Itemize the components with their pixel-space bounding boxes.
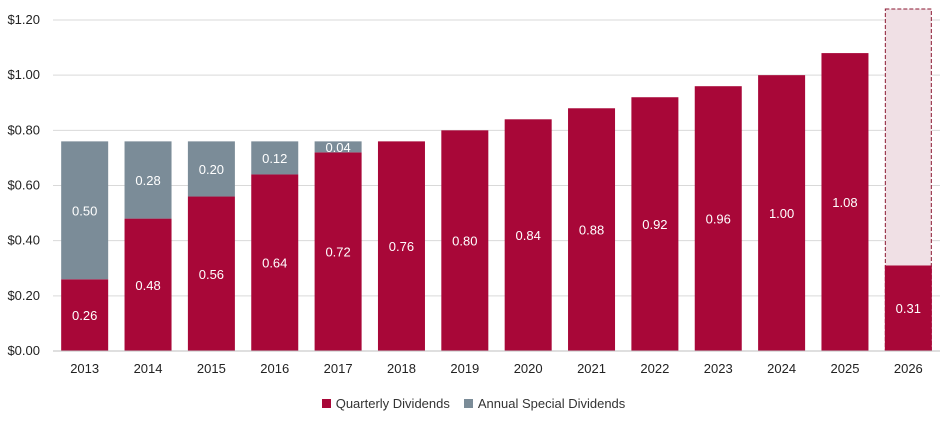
x-tick-label: 2024 [767, 361, 796, 376]
x-tick-label: 2013 [70, 361, 99, 376]
y-tick-label: $0.60 [7, 178, 40, 193]
x-tick-label: 2015 [197, 361, 226, 376]
x-tick-label: 2019 [450, 361, 479, 376]
x-tick-label: 2026 [894, 361, 923, 376]
bar-special [61, 141, 109, 280]
legend-swatch-quarterly [321, 399, 331, 408]
legend-label-quarterly: Quarterly Dividends [335, 396, 450, 411]
bar-quarterly [694, 86, 742, 351]
bar-quarterly [758, 75, 806, 352]
y-tick-label: $0.80 [7, 122, 40, 137]
x-tick-label: 2020 [514, 361, 543, 376]
data-label-quarterly: 0.88 [579, 223, 604, 238]
data-label-quarterly: 0.84 [516, 228, 541, 243]
data-label-quarterly: 0.92 [642, 217, 667, 232]
legend: Quarterly Dividends Annual Special Divid… [0, 396, 947, 411]
x-tick-label: 2018 [387, 361, 416, 376]
x-tick-label: 2022 [640, 361, 669, 376]
y-tick-label: $0.00 [7, 343, 40, 358]
legend-item-special: Annual Special Dividends [463, 396, 626, 411]
x-tick-label: 2021 [577, 361, 606, 376]
data-label-quarterly: 0.48 [135, 278, 160, 293]
x-tick-label: 2014 [134, 361, 163, 376]
bar-quarterly [504, 119, 552, 351]
bar-quarterly [187, 196, 235, 351]
x-tick-label: 2017 [324, 361, 353, 376]
data-label-quarterly: 0.31 [896, 301, 921, 316]
bar-special [314, 141, 362, 153]
data-label-special: 0.12 [262, 151, 287, 166]
data-label-special: 0.20 [199, 162, 224, 177]
y-tick-label: $0.20 [7, 288, 40, 303]
bar-quarterly [441, 130, 489, 351]
data-label-quarterly: 1.08 [832, 195, 857, 210]
x-tick-label: 2025 [831, 361, 860, 376]
bar-quarterly [124, 218, 172, 351]
data-label-quarterly: 0.80 [452, 234, 477, 249]
data-label-quarterly: 0.72 [325, 245, 350, 260]
data-label-special: 0.50 [72, 203, 97, 218]
bar-special [251, 141, 299, 175]
legend-label-special: Annual Special Dividends [477, 396, 626, 411]
x-tick-label: 2016 [260, 361, 289, 376]
data-label-quarterly: 0.76 [389, 239, 414, 254]
data-label-quarterly: 0.26 [72, 308, 97, 323]
data-label-special: 0.04 [325, 140, 350, 155]
y-tick-label: $0.40 [7, 233, 40, 248]
bar-quarterly [61, 279, 109, 351]
bar-special [187, 141, 235, 197]
bar-quarterly [884, 265, 932, 351]
bar-quarterly [251, 174, 299, 351]
legend-swatch-special [463, 399, 473, 408]
bar-quarterly [631, 97, 679, 351]
data-label-quarterly: 0.64 [262, 256, 287, 271]
bar-special [124, 141, 172, 219]
bar-quarterly [821, 53, 869, 351]
bar-quarterly [377, 141, 425, 351]
bar-quarterly [314, 152, 362, 351]
legend-item-quarterly: Quarterly Dividends [321, 396, 450, 411]
bar-quarterly [568, 108, 616, 352]
data-label-quarterly: 0.56 [199, 267, 224, 282]
data-label-special: 0.28 [135, 173, 160, 188]
data-label-quarterly: 1.00 [769, 206, 794, 221]
dividend-chart: $0.00 $0.20 $0.40 $0.60 $0.80 $1.00 $1.20 0.26 0… [7, 8, 940, 376]
y-tick-label: $1.00 [7, 67, 40, 82]
data-label-quarterly: 0.96 [706, 212, 731, 227]
x-tick-label: 2023 [704, 361, 733, 376]
y-tick-label: $1.20 [7, 12, 40, 27]
